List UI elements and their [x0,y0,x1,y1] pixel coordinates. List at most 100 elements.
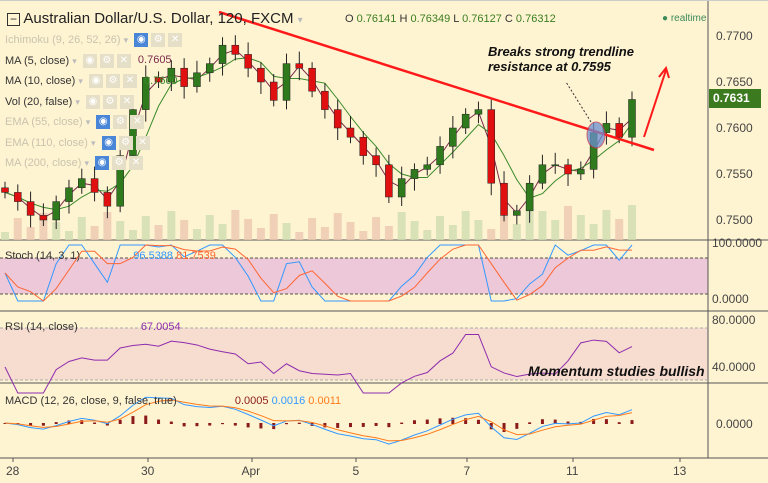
close-icon[interactable]: ✕ [130,115,145,129]
candle [167,67,176,83]
indicator-item[interactable]: EMA (110, close) ▾ ◉ ⚙ ✕ [5,135,154,150]
macd-histogram-bar [438,418,442,424]
gear-icon[interactable]: ⚙ [118,135,133,150]
close-icon[interactable]: ✕ [122,74,137,88]
chevron-down-icon[interactable]: ▾ [85,116,91,127]
candle [78,178,86,189]
macd-histogram-bar [208,423,212,426]
macd-histogram-bar [528,422,532,424]
date-tick: 7 [463,464,471,478]
price-tick: 0.7550 [716,167,753,181]
close-icon[interactable]: ✕ [119,94,134,109]
volume-bar [256,228,265,240]
indicator-item[interactable]: Ichimoku (9, 26, 52, 26) ▾ ◉ ⚙ ✕ [5,33,186,47]
volume-bar [359,231,368,240]
chevron-down-icon[interactable]: ▾ [91,137,96,148]
candle [551,164,559,167]
macd-histogram-bar [323,423,327,428]
volume-bar [116,221,125,240]
close-icon[interactable]: ✕ [135,135,150,150]
macd-legend[interactable]: MACD (12, 26, close, 9, false, true) 0.0… [5,395,342,407]
volume-bar [410,221,419,240]
rsi-line [4,334,633,394]
chevron-down-icon[interactable]: ▾ [297,15,303,26]
visibility-icon[interactable]: ◉ [134,33,149,47]
volume-bar [512,224,521,240]
macd-histogram-bar [566,421,570,424]
gear-icon[interactable]: ⚙ [102,94,117,109]
price-tick: 0.7650 [716,75,753,89]
visibility-icon[interactable]: ◉ [95,156,110,170]
candle [449,127,457,147]
chevron-down-icon[interactable]: ▾ [72,55,77,66]
macd-histogram-bar [604,419,608,424]
close-icon[interactable]: ✕ [129,156,144,170]
candle [116,155,124,207]
volume-bar [64,231,73,240]
indicator-item[interactable]: MA (10, close) ▾ ◉ ⚙ ✕ 0.7600 [5,74,178,88]
volume-bar [602,210,611,240]
symbol-title[interactable]: − Australian Dollar/U.S. Dollar, 120, FX… [4,10,303,27]
volume-bar [397,212,406,240]
visibility-icon[interactable]: ◉ [101,135,116,150]
volume-bar [77,217,86,240]
candle [397,178,406,198]
candle [359,136,368,156]
chevron-down-icon[interactable]: ▾ [78,75,83,86]
gear-icon[interactable]: ⚙ [113,115,128,129]
gear-icon[interactable]: ⚙ [112,156,127,170]
volume-bar [26,227,35,240]
gear-icon[interactable]: ⚙ [99,53,114,68]
volume-bar [282,223,291,240]
candle [474,109,483,115]
volume-bar [448,225,457,240]
candle [129,109,137,156]
close-icon[interactable]: ✕ [168,33,183,47]
macd-histogram-bar [489,423,493,430]
macd-histogram-bar [80,420,84,424]
rsi-legend[interactable]: RSI (14, close) 67.0054 [5,321,181,333]
volume-bar [39,213,48,240]
visibility-icon[interactable]: ◉ [88,74,103,88]
stoch-band [0,258,708,294]
indicator-item[interactable]: Vol (20, false) ▾ ◉ ⚙ ✕ [5,94,138,109]
close-icon[interactable]: ✕ [116,53,131,68]
volume-bar [346,222,355,240]
candle [308,67,316,92]
gear-icon[interactable]: ⚙ [105,74,120,88]
visibility-icon[interactable]: ◉ [96,115,111,129]
gear-icon[interactable]: ⚙ [151,33,166,47]
last-price-label: 0.7631 [709,89,761,108]
macd-histogram-bar [387,423,391,428]
price-tick: 0.7500 [716,213,753,227]
chevron-down-icon[interactable]: ▾ [75,96,80,107]
price-tick: 0.7700 [716,29,753,43]
macd-histogram-bar [246,423,250,428]
candle [577,169,585,175]
chevron-down-icon[interactable]: ▾ [123,34,129,45]
volume-bar [180,220,189,240]
volume-bar [500,215,509,240]
collapse-icon[interactable]: − [7,12,20,26]
rsi-tick: 80.0000 [712,313,756,327]
volume-bar [218,224,227,240]
volume-bar [384,226,393,240]
stoch-legend[interactable]: Stoch (14, 3, 1) 96.5388 81.7539 [5,250,216,262]
volume-bar [615,219,624,240]
macd-histogram-bar [400,422,404,424]
indicator-item[interactable]: MA (5, close) ▾ ◉ ⚙ ✕ 0.7605 [5,53,172,68]
visibility-icon[interactable]: ◉ [82,53,97,68]
macd-histogram-bar [412,420,416,424]
visibility-icon[interactable]: ◉ [85,94,100,109]
candle [244,54,252,69]
volume-bar [269,214,278,240]
candle [90,178,99,193]
indicator-item[interactable]: EMA (55, close) ▾ ◉ ⚙ ✕ [5,115,148,129]
indicator-item[interactable]: MA (200, close) ▾ ◉ ⚙ ✕ [5,156,147,170]
macd-histogram-bar [54,422,58,424]
candle [154,77,163,83]
volume-bar [205,215,214,240]
macd-histogram-bar [169,421,173,424]
chevron-down-icon[interactable]: ▾ [84,157,90,168]
